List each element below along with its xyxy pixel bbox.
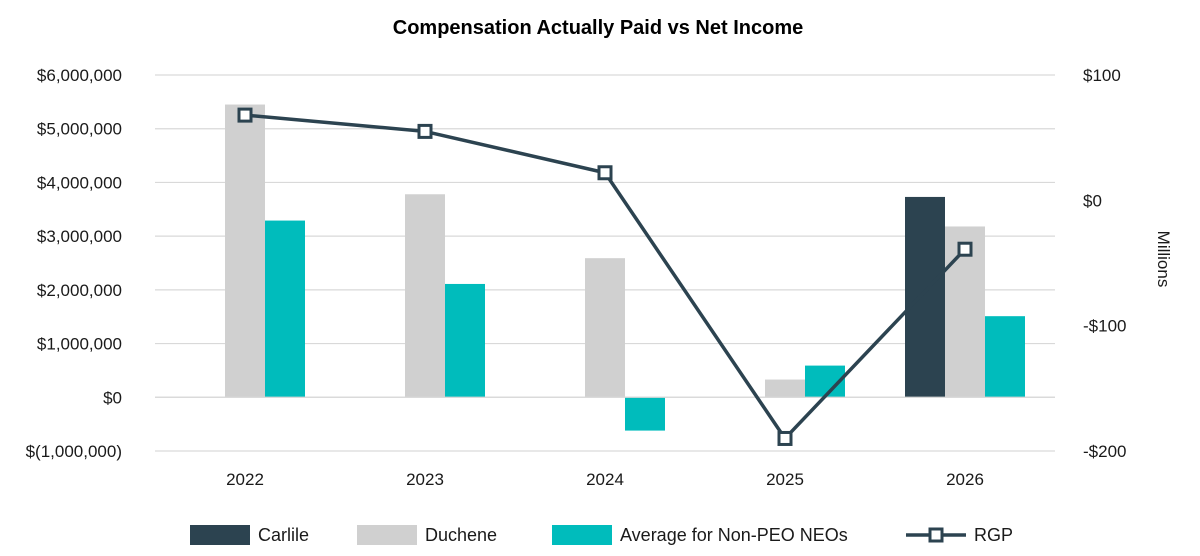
- left-tick-label: $4,000,000: [37, 173, 122, 192]
- legend-swatch-carlile: [190, 525, 250, 545]
- legend-label-carlile: Carlile: [258, 525, 309, 545]
- bars: [225, 104, 1025, 431]
- bar-duchene: [405, 194, 445, 398]
- left-axis-ticks: $(1,000,000) $0 $1,000,000 $2,000,000 $3,000…: [26, 66, 122, 461]
- x-tick-label: 2025: [766, 470, 804, 489]
- legend-swatch-duchene: [357, 525, 417, 545]
- legend-label-duchene: Duchene: [425, 525, 497, 545]
- rgp-point: [777, 430, 793, 446]
- rgp-point: [597, 165, 613, 181]
- right-tick-label: $100: [1083, 66, 1121, 85]
- bar-duchene: [225, 104, 265, 398]
- legend-label-rgp: RGP: [974, 525, 1013, 545]
- rgp-point: [237, 107, 253, 123]
- x-axis-ticks: 2022 2023 2024 2025 2026: [226, 470, 984, 489]
- legend-label-average-for-non-peo-neos: Average for Non-PEO NEOs: [620, 525, 848, 545]
- right-axis-ticks: -$200 -$100 $0 $100: [1083, 66, 1126, 461]
- bar-duchene: [585, 258, 625, 398]
- left-tick-label: $(1,000,000): [26, 442, 122, 461]
- bar-average-for-non-peo-neos: [985, 316, 1025, 398]
- legend-swatch-average-for-non-peo-neos: [552, 525, 612, 545]
- right-axis-label: Millions: [1154, 231, 1173, 288]
- x-tick-label: 2024: [586, 470, 624, 489]
- left-tick-label: $3,000,000: [37, 227, 122, 246]
- x-tick-label: 2022: [226, 470, 264, 489]
- x-tick-label: 2023: [406, 470, 444, 489]
- bar-carlile: [905, 196, 945, 398]
- bar-average-for-non-peo-neos: [625, 397, 665, 431]
- right-tick-label: -$200: [1083, 442, 1126, 461]
- x-tick-label: 2026: [946, 470, 984, 489]
- rgp-point: [417, 123, 433, 139]
- rgp-line-series: [237, 107, 973, 446]
- bar-duchene: [765, 379, 805, 398]
- bar-average-for-non-peo-neos: [445, 283, 485, 398]
- left-tick-label: $2,000,000: [37, 281, 122, 300]
- chart-title: Compensation Actually Paid vs Net Income: [393, 17, 803, 39]
- left-tick-label: $6,000,000: [37, 66, 122, 85]
- left-tick-label: $0: [103, 388, 122, 407]
- left-tick-label: $1,000,000: [37, 335, 122, 354]
- right-tick-label: -$100: [1083, 317, 1126, 336]
- bar-average-for-non-peo-neos: [265, 220, 305, 398]
- rgp-point: [957, 241, 973, 257]
- legend-marker-rgp: [928, 527, 944, 543]
- left-tick-label: $5,000,000: [37, 120, 122, 139]
- legend: Carlile Duchene Average for Non-PEO NEOs RG…: [190, 525, 1013, 545]
- right-tick-label: $0: [1083, 191, 1102, 210]
